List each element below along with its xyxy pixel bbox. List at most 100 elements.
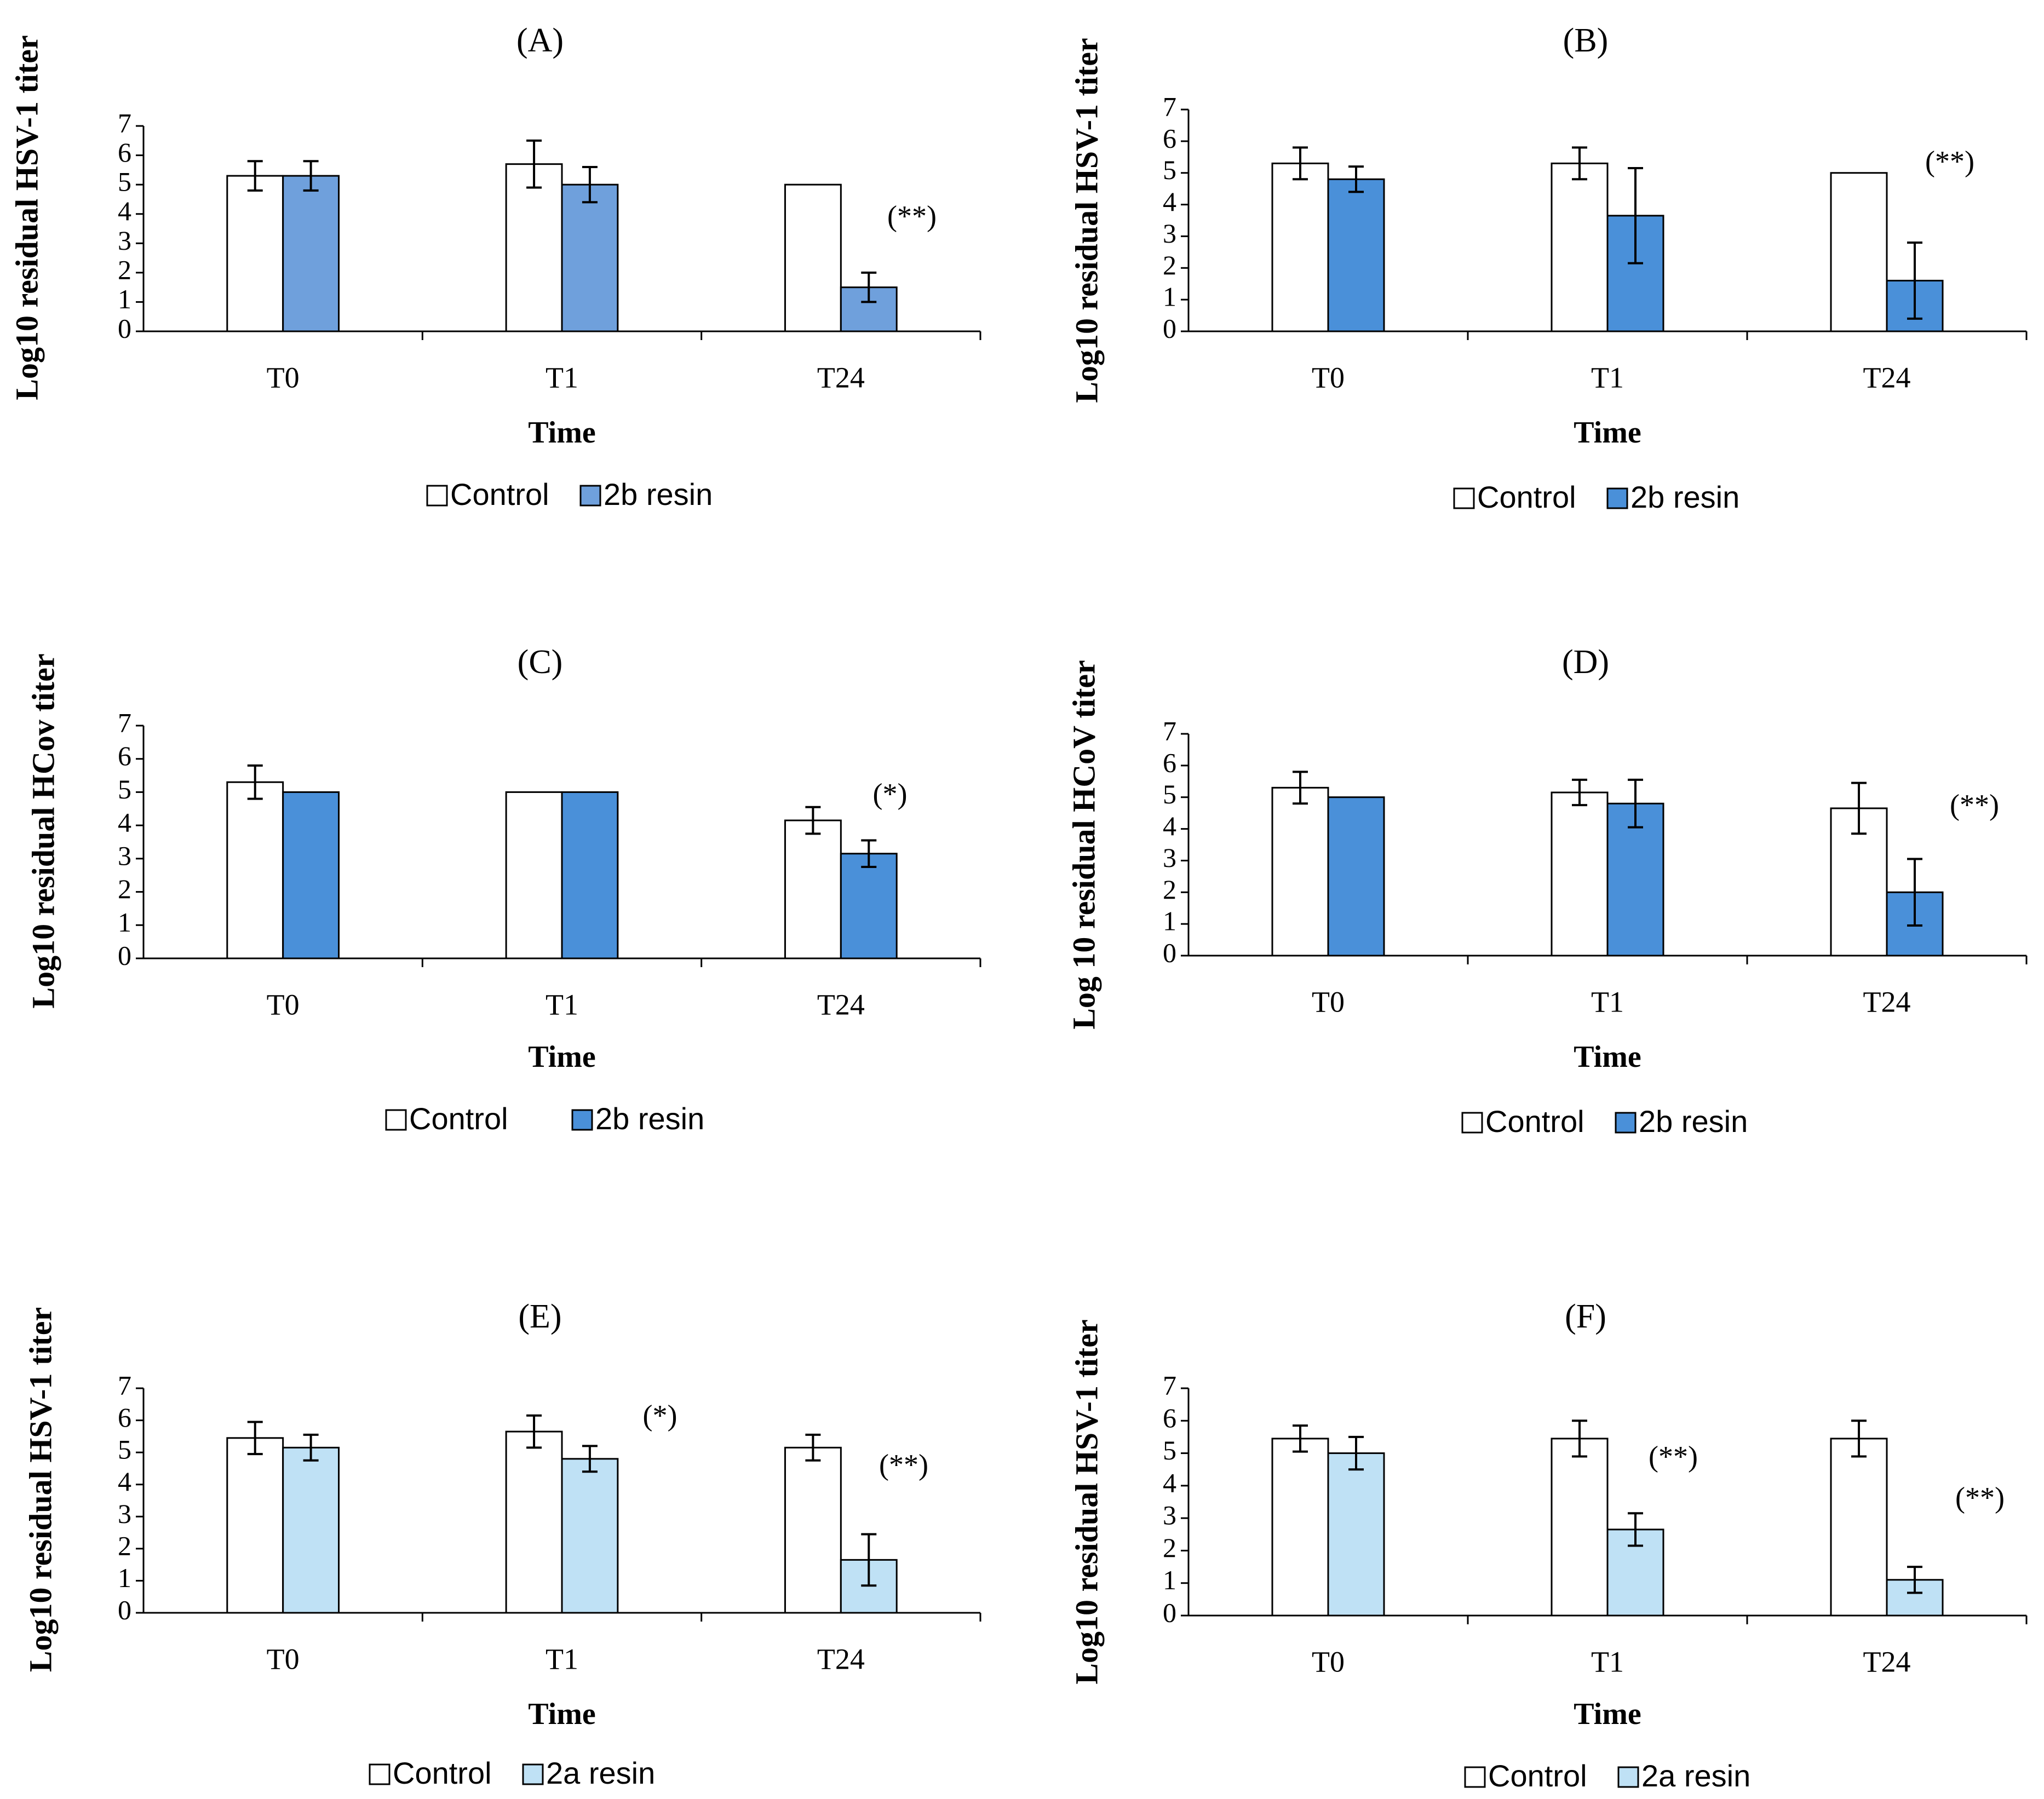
- y-tick-label: 2: [118, 873, 131, 904]
- panel-title: (D): [1562, 643, 1609, 681]
- bar-resin: [561, 183, 619, 332]
- y-tick-label: 1: [1163, 1565, 1176, 1595]
- x-axis-label: Time: [1574, 1697, 1641, 1731]
- x-category-label: T0: [1312, 1645, 1345, 1678]
- y-tick-label: 0: [118, 313, 131, 343]
- y-tick-label: 4: [118, 196, 131, 226]
- x-category-label: T1: [1591, 985, 1624, 1018]
- panel-title: (A): [516, 22, 564, 59]
- y-tick-label: 3: [1163, 218, 1176, 249]
- legend-label: Control: [1488, 1758, 1587, 1793]
- legend-label: 2a resin: [546, 1756, 655, 1790]
- y-tick-label: 4: [118, 1466, 131, 1497]
- y-tick-label: 2: [1163, 250, 1176, 280]
- x-category-label: T1: [1591, 1645, 1624, 1678]
- x-category-label: T1: [546, 988, 578, 1021]
- bar-control: [505, 791, 563, 959]
- y-tick-label: 5: [118, 166, 131, 197]
- legend-label: Control: [1477, 480, 1576, 514]
- y-tick-label: 6: [118, 740, 131, 771]
- y-tick-label: 3: [118, 1498, 131, 1529]
- x-category-label: T1: [1591, 361, 1624, 394]
- legend-swatch-resin: [1606, 487, 1628, 509]
- y-tick-label: 0: [1163, 937, 1176, 968]
- y-axis-label: Log10 residual HSV-1 titer: [1069, 38, 1104, 403]
- panel-title: (C): [518, 643, 563, 681]
- bar-resin: [282, 175, 340, 332]
- legend: Control 2b resin: [426, 477, 713, 511]
- bar-control: [1271, 1438, 1329, 1617]
- legend: Control 2a resin: [369, 1756, 655, 1790]
- x-category-label: T0: [1312, 361, 1345, 394]
- bar-control: [1551, 791, 1609, 957]
- bar-control: [1830, 1438, 1888, 1617]
- y-tick-label: 5: [1163, 779, 1176, 809]
- panel-title: (E): [518, 1298, 561, 1335]
- y-tick-label: 0: [118, 940, 131, 970]
- y-tick-label: 7: [1163, 715, 1176, 746]
- x-category-label: T0: [267, 988, 300, 1021]
- bar-resin: [1327, 178, 1385, 332]
- y-tick-label: 2: [118, 254, 131, 285]
- x-category-label: T1: [546, 1642, 578, 1675]
- y-tick-label: 4: [1163, 1467, 1176, 1498]
- bar-resin: [840, 853, 898, 959]
- x-category-label: T0: [267, 361, 300, 394]
- y-tick-label: 0: [1163, 1597, 1176, 1628]
- y-tick-label: 5: [118, 1434, 131, 1465]
- bar-control: [226, 1437, 284, 1614]
- legend: Control 2a resin: [1464, 1758, 1750, 1793]
- x-category-label: T0: [1312, 985, 1345, 1018]
- legend-label: Control: [450, 477, 549, 511]
- bar-control: [784, 183, 842, 332]
- bar-resin: [561, 791, 619, 959]
- legend-swatch-control: [426, 485, 448, 507]
- significance-annotation: (**): [1955, 1481, 2005, 1514]
- significance-annotation: (**): [879, 1448, 928, 1481]
- y-tick-label: 7: [1163, 91, 1176, 122]
- y-tick-label: 3: [118, 225, 131, 256]
- legend-swatch-control: [369, 1763, 391, 1785]
- y-tick-label: 0: [1163, 313, 1176, 343]
- x-axis-label: Time: [1574, 1040, 1641, 1074]
- bar-resin: [282, 791, 340, 959]
- bar-control: [1271, 162, 1329, 332]
- bar-control: [1551, 162, 1609, 332]
- y-tick-label: 3: [118, 840, 131, 871]
- x-axis-label: Time: [1574, 416, 1641, 450]
- legend: Control 2b resin: [1461, 1104, 1748, 1139]
- legend-label: 2b resin: [1630, 480, 1739, 514]
- legend-swatch-control: [1461, 1112, 1483, 1134]
- y-tick-label: 6: [118, 137, 131, 168]
- legend-label: Control: [409, 1101, 508, 1136]
- x-category-label: T1: [546, 361, 578, 394]
- y-tick-label: 5: [1163, 154, 1176, 185]
- significance-annotation: (**): [1649, 1440, 1698, 1473]
- legend-swatch-resin: [1615, 1112, 1637, 1134]
- y-tick-label: 6: [1163, 123, 1176, 153]
- y-axis-label: Log10 residual HSV-1 titer: [9, 35, 44, 400]
- y-tick-label: 2: [1163, 874, 1176, 905]
- legend-label: Control: [1485, 1104, 1584, 1139]
- y-tick-label: 6: [1163, 1403, 1176, 1433]
- legend-swatch-resin: [579, 485, 601, 507]
- y-tick-label: 1: [118, 1562, 131, 1593]
- x-category-label: T24: [1863, 1645, 1911, 1678]
- bar-control: [784, 819, 842, 959]
- legend-swatch-resin: [522, 1763, 544, 1785]
- panel-title: (B): [1563, 22, 1609, 59]
- bar-control: [505, 163, 563, 332]
- y-axis-label: Log10 residual HCov titer: [25, 653, 61, 1008]
- y-axis-label: Log10 residual HSV-1 titer: [1069, 1319, 1104, 1684]
- legend-label: 2b resin: [1639, 1104, 1748, 1139]
- bar-resin: [1327, 796, 1385, 957]
- significance-annotation: (*): [873, 777, 908, 810]
- x-axis-label: Time: [528, 416, 595, 450]
- legend-label: Control: [393, 1756, 492, 1790]
- bar-control: [1551, 1438, 1609, 1617]
- y-tick-label: 5: [118, 774, 131, 804]
